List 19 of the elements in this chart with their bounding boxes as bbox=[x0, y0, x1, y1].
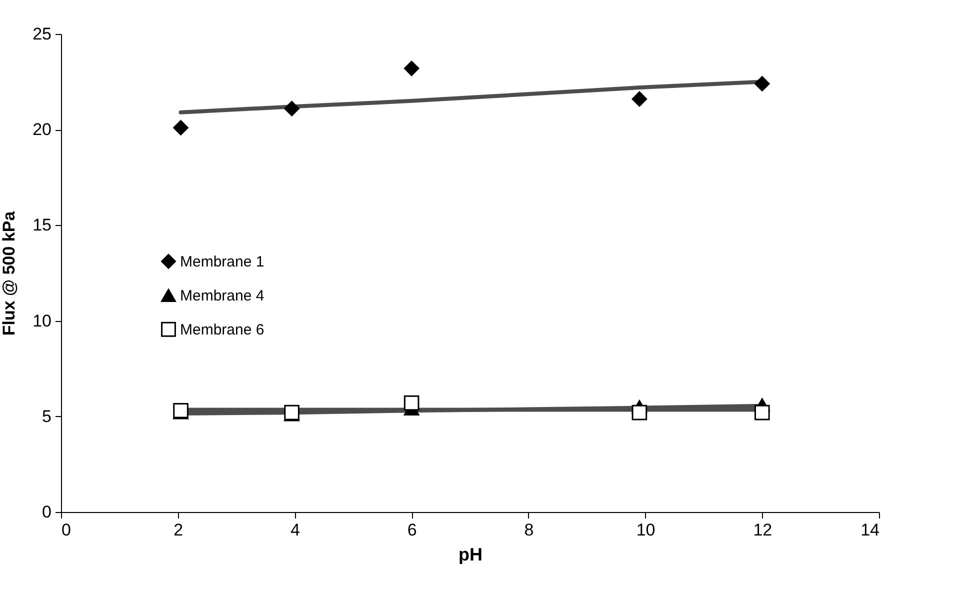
x-tick-label: 0 bbox=[62, 520, 71, 540]
y-tick-label: 20 bbox=[32, 120, 52, 140]
y-tick-label: 15 bbox=[32, 216, 52, 235]
x-tick-label: 2 bbox=[174, 520, 184, 540]
y-tick-label: 5 bbox=[42, 406, 52, 426]
legend-label: Membrane 6 bbox=[180, 321, 264, 338]
legend-label: Membrane 4 bbox=[180, 287, 264, 304]
x-tick-label: 6 bbox=[407, 520, 417, 540]
x-tick-label: 4 bbox=[290, 520, 300, 540]
x-tick-label: 12 bbox=[753, 520, 772, 540]
y-tick-label: 25 bbox=[32, 24, 52, 44]
y-tick-label: 10 bbox=[32, 311, 52, 330]
x-axis-title: pH bbox=[458, 544, 482, 564]
x-tick-label: 10 bbox=[636, 520, 656, 540]
y-tick-label: 0 bbox=[42, 502, 52, 522]
legend-label: Membrane 1 bbox=[180, 253, 264, 270]
x-tick-label: 14 bbox=[860, 520, 880, 540]
y-axis-title: Flux @ 500 kPa bbox=[0, 210, 19, 336]
x-tick-label: 8 bbox=[524, 520, 534, 540]
